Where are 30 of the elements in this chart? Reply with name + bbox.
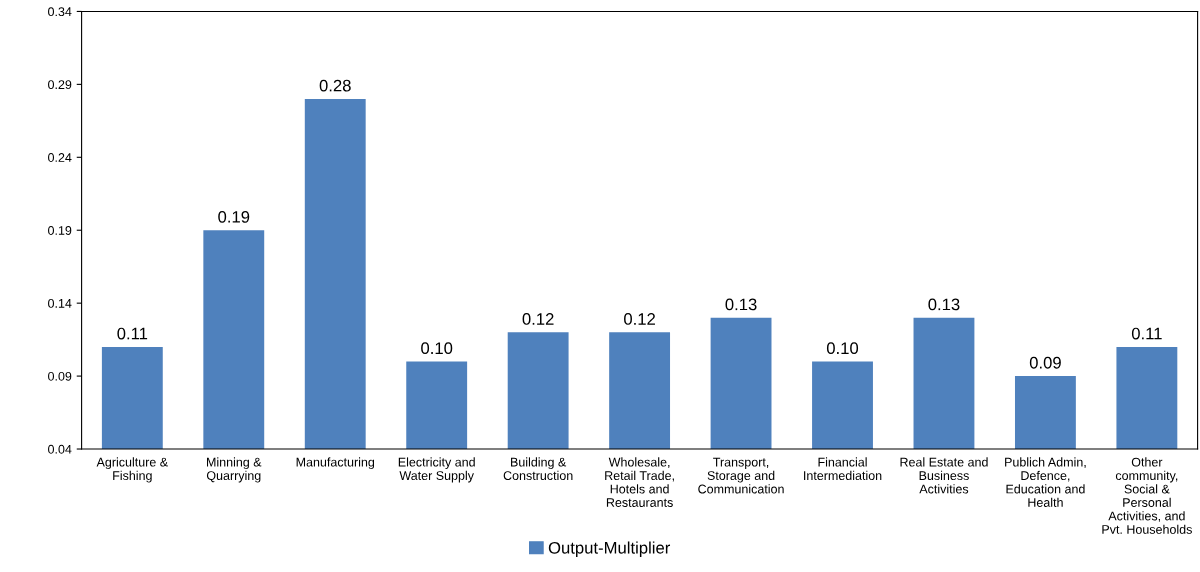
data-label: 0.12 bbox=[624, 313, 655, 325]
x-tick-label: Financial Intermediation bbox=[804, 457, 882, 480]
x-tick-label: Wholesale, Retail Trade, Hotels and Restaurants bbox=[605, 457, 674, 507]
x-tick-label: Publich Admin, Defence, Education and Health bbox=[1005, 457, 1086, 507]
x-tick-label: Minning & Quarrying bbox=[206, 457, 262, 483]
data-label: 0.11 bbox=[1131, 327, 1162, 340]
x-tick-label: Electricity and Water Supply bbox=[398, 457, 475, 483]
data-label: 0.13 bbox=[725, 298, 757, 311]
data-label: 0.10 bbox=[421, 342, 453, 355]
y-tick-label: 0.19 bbox=[48, 226, 72, 235]
y-tick-label: 0.04 bbox=[48, 444, 72, 454]
y-tick-label: 0.14 bbox=[48, 298, 72, 308]
data-label: 0.28 bbox=[319, 79, 351, 92]
data-label: 0.12 bbox=[522, 313, 554, 325]
y-tick-label: 0.24 bbox=[48, 153, 72, 162]
x-tick-label: Manufacturing bbox=[296, 457, 375, 470]
y-tick-label: 0.34 bbox=[48, 7, 72, 17]
x-tick-label: Building & Construction bbox=[503, 457, 573, 480]
x-tick-label: Transport, Storage and Communication bbox=[698, 457, 784, 494]
data-label: 0.13 bbox=[928, 298, 960, 311]
y-tick-label: 0.09 bbox=[48, 371, 72, 381]
data-label: 0.19 bbox=[218, 210, 250, 223]
legend-label: Output-Multiplier bbox=[548, 541, 671, 557]
x-tick-label: Real Estate and Business Activities bbox=[900, 457, 988, 494]
data-label: 0.11 bbox=[117, 327, 148, 340]
x-tick-label: Other community, Social & Personal Activities, and Pvt. Households bbox=[1102, 457, 1192, 534]
y-tick-label: 0.29 bbox=[48, 80, 72, 90]
x-tick-label: Agriculture & Fishing bbox=[96, 457, 168, 483]
data-label: 0.09 bbox=[1029, 356, 1061, 369]
data-label: 0.10 bbox=[826, 342, 859, 355]
